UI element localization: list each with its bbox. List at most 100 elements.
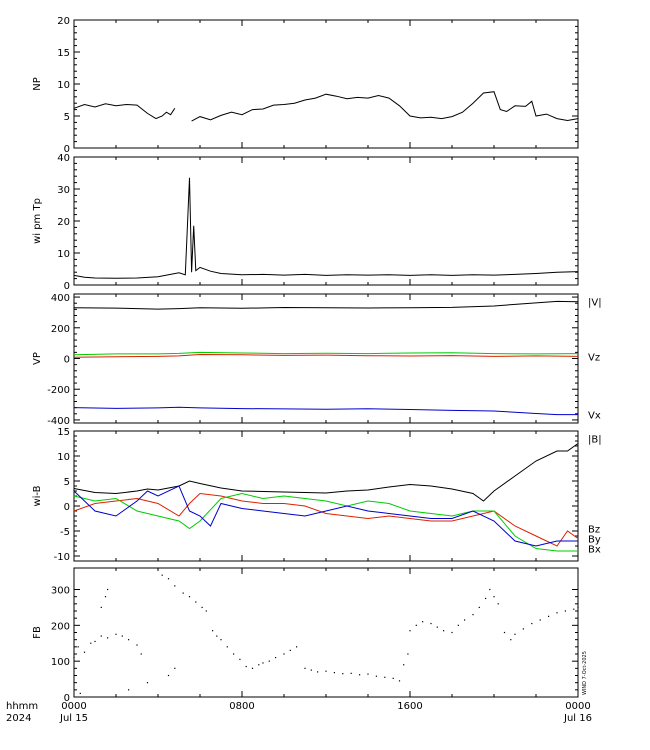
data-point <box>485 597 487 600</box>
x-tick-label: 0800 <box>229 701 254 712</box>
y-tick-label: 100 <box>51 657 70 668</box>
data-point <box>407 653 409 655</box>
y-axis-label: wi-B <box>32 485 43 506</box>
series-label: By <box>588 535 601 546</box>
data-point <box>100 606 102 609</box>
series-b-Bz <box>73 492 579 547</box>
data-point <box>392 677 394 679</box>
data-point <box>174 585 176 587</box>
panel-tp: 0 10 20 30 40 wi pm Tp <box>32 153 579 292</box>
data-point <box>403 664 405 666</box>
series-vp-Vz <box>73 353 579 358</box>
data-point <box>325 670 327 672</box>
date-label: Jul 15 <box>59 713 88 724</box>
data-point <box>182 592 184 594</box>
x-tick-label: 0000 <box>61 701 86 712</box>
series-tp-0 <box>73 177 579 279</box>
data-point <box>522 628 524 630</box>
data-point <box>136 644 138 646</box>
data-point <box>195 601 197 603</box>
data-point <box>497 603 499 605</box>
series-label: Bz <box>588 525 600 536</box>
data-point <box>188 596 191 598</box>
data-point <box>174 667 176 669</box>
series-label: Vz <box>588 352 600 363</box>
y-tick-label: 300 <box>51 586 70 597</box>
data-point <box>573 608 575 610</box>
data-point <box>489 588 491 591</box>
data-point <box>220 639 222 641</box>
y-tick-label: 0 <box>64 144 70 155</box>
series-vp-|V| <box>73 300 579 310</box>
side-note: WIND 7-Oct-2025 <box>582 651 588 695</box>
data-point <box>510 639 512 641</box>
data-point <box>472 613 474 616</box>
data-point <box>100 635 102 637</box>
data-point <box>422 621 424 623</box>
series-fb-0 <box>73 574 579 695</box>
data-point <box>161 574 163 576</box>
data-point <box>121 635 123 637</box>
data-point <box>296 646 298 648</box>
data-point <box>375 675 377 677</box>
y-tick-label: 200 <box>51 324 70 335</box>
y-tick-label: -400 <box>47 416 70 427</box>
data-point <box>539 619 541 621</box>
y-tick-label: 0 <box>64 355 70 366</box>
series-b-|B| <box>73 443 579 502</box>
x-tick-label: 0000 <box>565 701 590 712</box>
data-point <box>262 662 264 664</box>
data-point <box>531 622 533 625</box>
data-point <box>205 610 207 612</box>
data-point <box>333 672 335 674</box>
data-point <box>556 612 558 614</box>
y-axis-label: VP <box>32 352 43 365</box>
y-tick-label: 10 <box>57 80 70 91</box>
data-point <box>577 606 579 609</box>
y-tick-label: 10 <box>57 249 70 260</box>
data-point <box>283 653 285 655</box>
data-point <box>310 669 312 671</box>
panel-frame <box>73 567 579 698</box>
x-tick-label: 1600 <box>397 701 422 712</box>
panel-np: 0 5 10 15 20 NP <box>32 16 579 155</box>
series-label: Vx <box>588 411 601 422</box>
series-b-By <box>73 492 578 552</box>
series-label: Bx <box>588 545 601 556</box>
data-point <box>216 635 218 637</box>
y-tick-label: -200 <box>47 385 70 396</box>
data-point <box>398 680 401 682</box>
data-point <box>83 651 86 653</box>
data-point <box>548 615 550 617</box>
data-point <box>564 610 566 612</box>
data-point <box>409 630 411 632</box>
data-point <box>436 626 438 628</box>
data-point <box>167 578 170 580</box>
data-point <box>317 671 319 673</box>
data-point <box>251 667 254 669</box>
data-point <box>359 674 361 676</box>
panel-frame <box>73 19 579 149</box>
data-point <box>146 682 149 684</box>
y-tick-label: 15 <box>57 48 70 59</box>
series-b-Bx <box>73 485 578 547</box>
panel-frame <box>73 430 579 562</box>
data-point <box>245 665 247 668</box>
data-point <box>239 658 241 660</box>
data-point <box>212 630 214 632</box>
data-point <box>342 673 344 675</box>
data-point <box>140 653 142 655</box>
data-point <box>503 631 506 634</box>
y-tick-label: -10 <box>54 552 70 563</box>
data-point <box>233 653 235 655</box>
y-tick-label: 0 <box>64 502 70 513</box>
data-point <box>430 622 432 625</box>
data-point <box>79 692 81 695</box>
corner-label: hhmm <box>6 701 38 712</box>
series-vp-2 <box>73 351 579 356</box>
data-point <box>167 674 170 677</box>
data-point <box>128 639 130 641</box>
y-tick-label: 40 <box>57 153 70 164</box>
